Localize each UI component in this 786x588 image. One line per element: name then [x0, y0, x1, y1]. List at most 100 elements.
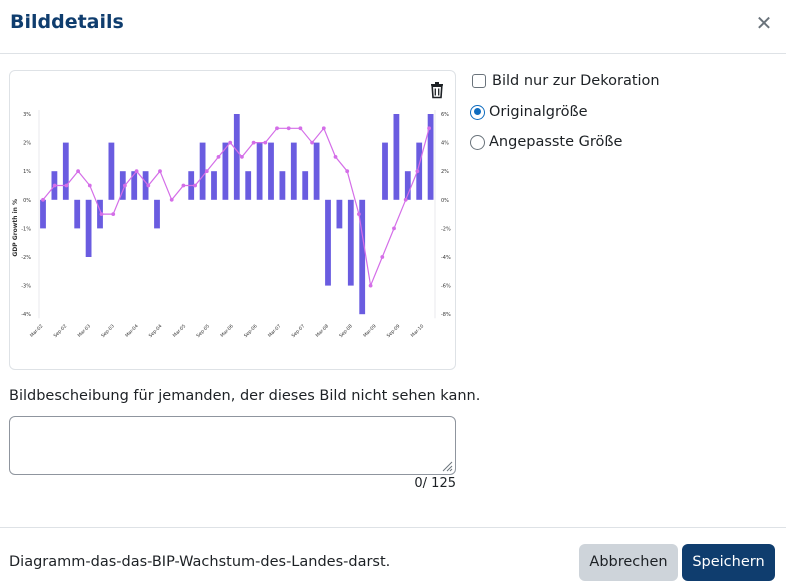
line-point [357, 212, 361, 217]
bar [347, 199, 354, 286]
line-point [123, 183, 127, 188]
line-point [333, 155, 338, 159]
line-point [403, 197, 408, 202]
x-tick-label: Sep-06 [243, 323, 259, 339]
bar [222, 142, 229, 200]
cancel-button[interactable]: Abbrechen [579, 544, 678, 581]
line-point [134, 169, 139, 174]
line-point [87, 183, 92, 188]
description-label: Bildbescheibung für jemanden, der dieses… [9, 388, 481, 404]
line-point [427, 126, 431, 131]
x-tick-label: Sep-04 [148, 323, 164, 339]
bar [393, 114, 400, 200]
y-tick-right: 4% [441, 141, 449, 147]
bar [74, 199, 81, 229]
y-tick-left: -2% [21, 255, 31, 261]
decorative-checkbox[interactable] [472, 74, 486, 88]
line-point [99, 212, 104, 217]
bar [233, 114, 240, 200]
bar [40, 199, 46, 229]
bar [211, 171, 217, 200]
bar [154, 199, 160, 229]
x-tick-label: Mar-07 [267, 323, 283, 339]
bar [427, 114, 434, 200]
x-tick-label: Sep-07 [291, 323, 307, 339]
line-point [380, 255, 385, 259]
bar [302, 171, 309, 200]
bar [245, 171, 252, 200]
line-point [52, 183, 57, 188]
resize-grip-icon[interactable] [441, 460, 453, 472]
y-tick-left: 3% [23, 112, 31, 118]
y-tick-right: -8% [441, 312, 451, 318]
bar [382, 142, 388, 200]
original-size-label: Originalgröße [489, 104, 588, 120]
line-point [251, 140, 256, 145]
y-tick-left: -4% [21, 312, 31, 318]
bar [268, 142, 274, 200]
dialog-title: Bilddetails [10, 11, 124, 33]
x-tick-label: Mar-10 [410, 323, 426, 339]
custom-size-radio[interactable] [470, 134, 485, 150]
filename: Diagramm-das-das-BIP-Wachstum-des-Landes… [9, 554, 389, 570]
line-point [368, 283, 373, 288]
line-point [181, 183, 186, 188]
custom-size-option[interactable]: Angepasste Größe [470, 131, 622, 153]
bar [336, 199, 343, 229]
bar [142, 171, 149, 200]
description-textarea[interactable] [9, 416, 456, 475]
x-tick-label: Mar-04 [124, 323, 140, 339]
trash-icon[interactable] [428, 81, 446, 99]
x-tick-label: Sep-03 [100, 323, 116, 339]
line-point [275, 126, 279, 131]
y-axis-label: GDP Growth in % [12, 199, 19, 257]
bar [62, 142, 69, 200]
x-tick-label: Mar-08 [315, 323, 331, 339]
line-point [111, 212, 116, 217]
line-point [415, 169, 420, 174]
bar [119, 171, 126, 200]
line-point [169, 197, 174, 202]
line-point [345, 169, 350, 174]
x-tick-label: Mar-05 [172, 323, 188, 339]
decorative-label: Bild nur zur Dekoration [492, 73, 660, 89]
line-point [146, 183, 151, 188]
y-tick-right: 6% [441, 112, 449, 118]
y-tick-right: 2% [441, 169, 449, 175]
gdp-chart: 3% 2% 1% 0% -1% -2% -3% -4% 6% 4% 2% 0% -2% -4% -6% -8%… [12, 110, 451, 339]
bar [256, 142, 263, 200]
y-tick-left: 2% [23, 141, 31, 147]
close-icon[interactable]: ✕ [755, 11, 773, 35]
x-tick-label: Sep-09 [386, 323, 402, 339]
bar [359, 199, 366, 315]
original-size-radio[interactable] [470, 104, 485, 120]
decorative-option[interactable]: Bild nur zur Dekoration [470, 70, 660, 92]
bar [199, 142, 206, 200]
bar [131, 171, 138, 200]
bar [85, 199, 92, 257]
y-tick-right: -4% [441, 255, 451, 261]
line-point [158, 169, 162, 174]
x-tick-label: Mar-06 [219, 323, 235, 339]
y-tick-left: 1% [23, 169, 31, 175]
line-point [204, 169, 209, 174]
growth-line [42, 127, 430, 288]
x-tick-label: Mar-02 [29, 323, 45, 339]
original-size-option[interactable]: Originalgröße [470, 101, 588, 123]
line-point [193, 183, 198, 188]
line-point [263, 140, 268, 145]
bar [108, 142, 115, 200]
line-point [240, 155, 244, 159]
y-tick-right: -2% [441, 226, 451, 232]
save-button[interactable]: Speichern [682, 544, 775, 581]
y-tick-right: -6% [441, 284, 451, 290]
x-tick-label: Sep-02 [53, 323, 69, 339]
bar [290, 142, 297, 200]
y-tick-left: -3% [21, 284, 31, 290]
line-point [76, 169, 80, 174]
line-point [310, 140, 314, 145]
x-tick-label: Sep-05 [195, 323, 211, 339]
y-tick-right: 0% [441, 198, 449, 204]
line-point [64, 183, 69, 188]
line-point [286, 126, 291, 131]
